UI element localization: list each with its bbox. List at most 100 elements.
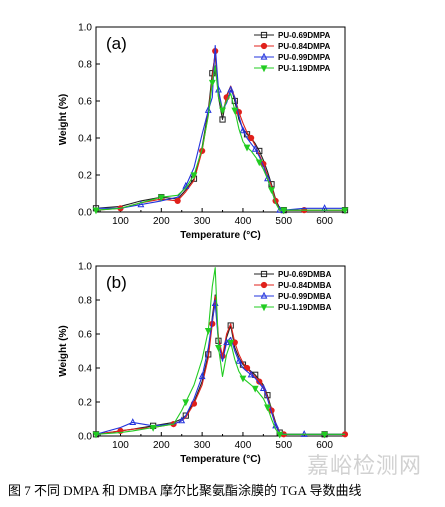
x-tick-label: 500 xyxy=(275,440,292,451)
x-tick-label: 200 xyxy=(153,440,170,451)
legend-marker xyxy=(260,31,268,39)
data-point xyxy=(280,207,288,215)
data-point xyxy=(204,328,212,335)
series-line xyxy=(95,302,345,435)
y-tick-label: 1.0 xyxy=(78,262,92,273)
legend-label: PU-0.99DMBA xyxy=(278,292,332,301)
series-PU-0.84DMPA xyxy=(95,47,345,214)
data-point xyxy=(239,126,247,134)
x-tick-label: 600 xyxy=(316,216,333,227)
x-tick-label: 100 xyxy=(112,216,129,227)
x-tick-label: 600 xyxy=(316,440,333,451)
x-tick-label: 200 xyxy=(153,216,170,227)
x-tick-label: 400 xyxy=(235,216,252,227)
data-point xyxy=(182,412,189,419)
data-point xyxy=(190,172,198,180)
series-PU-0.69DMBA xyxy=(92,294,345,438)
y-tick-label: 0.0 xyxy=(78,432,92,443)
legend-label: PU-1.19DMPA xyxy=(278,64,331,73)
panel-label: (b) xyxy=(106,273,127,292)
y-tick-label: 0.6 xyxy=(78,97,92,108)
series-line xyxy=(95,54,345,211)
data-point xyxy=(129,418,137,425)
legend-marker xyxy=(260,52,268,60)
legend-label: PU-0.69DMPA xyxy=(278,31,331,40)
data-point xyxy=(215,345,222,352)
series-PU-1.19DMPA xyxy=(92,65,349,215)
data-point xyxy=(92,207,100,215)
watermark-text: 嘉峪检测网 xyxy=(307,454,423,479)
data-point xyxy=(137,200,145,208)
legend-marker xyxy=(260,65,268,73)
legend: PU-0.69DMBA PU-0.84DMBA PU-0.99DMBA PU-1.19… xyxy=(254,270,332,312)
y-tick-label: 0.4 xyxy=(78,364,92,375)
data-point xyxy=(276,431,284,439)
data-point xyxy=(198,372,206,380)
data-point xyxy=(239,375,247,383)
x-axis-label: Temperature (°C) xyxy=(180,454,261,465)
data-point xyxy=(149,424,157,432)
chart-panel-a: 0.0 0.2 0.4 0.6 0.8 1.0 100 200 300 400 500 600 Temp… xyxy=(58,23,349,241)
y-tick-label: 0.0 xyxy=(78,208,92,219)
data-point xyxy=(264,404,271,412)
legend: PU-0.69DMPA PU-0.84DMPA PU-0.99DMPA PU-1.19… xyxy=(254,31,331,73)
y-tick-label: 0.2 xyxy=(78,398,92,409)
y-tick-label: 0.8 xyxy=(78,296,92,307)
x-axis-label: Temperature (°C) xyxy=(180,230,261,241)
series-line xyxy=(95,65,345,211)
data-point xyxy=(268,187,275,195)
data-point xyxy=(264,174,271,182)
y-tick-label: 1.0 xyxy=(78,23,92,34)
data-point xyxy=(256,378,263,385)
legend-marker xyxy=(260,304,268,312)
legend-marker xyxy=(260,291,268,299)
data-point xyxy=(247,370,255,378)
data-point xyxy=(248,134,255,142)
x-tick-label: 400 xyxy=(235,440,252,451)
legend-label: PU-1.19DMBA xyxy=(278,303,332,312)
plot-frame xyxy=(95,26,346,213)
data-point xyxy=(227,85,235,93)
data-point xyxy=(243,144,251,152)
series-line xyxy=(95,50,345,211)
plot-frame xyxy=(95,265,346,437)
legend-label: PU-0.69DMBA xyxy=(278,270,332,279)
chart-panel-b: 0.0 0.2 0.4 0.6 0.8 1.0 100 200 300 400 500 600 Temp… xyxy=(58,262,349,465)
data-point xyxy=(231,107,239,115)
series-PU-1.19DMBA xyxy=(92,267,345,439)
legend-marker xyxy=(260,270,268,278)
data-point xyxy=(227,322,234,329)
data-point xyxy=(157,194,165,202)
y-tick-label: 0.4 xyxy=(78,134,92,145)
panel-label: (a) xyxy=(106,34,127,53)
legend-marker xyxy=(260,281,268,289)
y-tick-label: 0.6 xyxy=(78,330,92,341)
x-tick-label: 500 xyxy=(275,216,292,227)
legend-label: PU-0.99DMPA xyxy=(278,53,331,62)
data-point xyxy=(235,356,243,364)
y-tick-label: 0.2 xyxy=(78,171,92,182)
series-PU-0.69DMPA xyxy=(92,54,349,214)
data-point xyxy=(174,197,181,204)
y-tick-label: 0.8 xyxy=(78,60,92,71)
data-point xyxy=(251,144,259,152)
x-tick-label: 100 xyxy=(112,440,129,451)
series-line xyxy=(95,267,345,435)
series-PU-0.99DMBA xyxy=(95,299,345,437)
data-point xyxy=(178,416,186,424)
legend-label: PU-0.84DMPA xyxy=(278,42,331,51)
data-point xyxy=(321,431,328,439)
x-tick-label: 300 xyxy=(194,440,211,451)
data-point xyxy=(219,116,226,123)
x-tick-label: 300 xyxy=(194,216,211,227)
legend-label: PU-0.84DMBA xyxy=(278,281,332,290)
data-point xyxy=(251,385,259,393)
data-point xyxy=(243,364,251,372)
data-point xyxy=(341,207,349,215)
data-point xyxy=(219,107,226,115)
y-axis-label: Weight (%) xyxy=(58,325,69,376)
data-point xyxy=(208,79,216,87)
series-PU-0.84DMBA xyxy=(95,296,349,438)
y-axis-label: Weight (%) xyxy=(58,94,69,145)
